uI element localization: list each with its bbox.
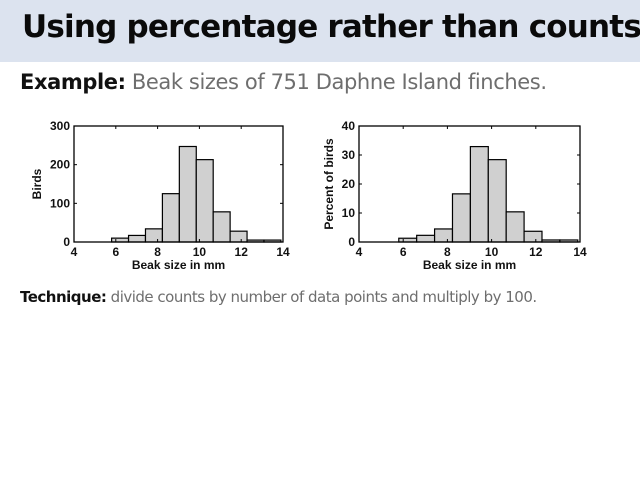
x-tick-label: 10: [485, 245, 499, 259]
y-tick-label: 40: [342, 119, 356, 133]
histogram-bar: [127, 234, 147, 243]
example-label: Example:: [20, 70, 126, 94]
histogram-bar: [178, 145, 197, 243]
y-axis-label: Birds: [30, 168, 44, 199]
x-tick-label: 14: [276, 245, 290, 259]
histogram-bar: [487, 159, 507, 243]
y-tick-label: 10: [342, 206, 356, 220]
histogram-bar: [469, 145, 489, 243]
histogram-bar: [433, 228, 454, 243]
x-tick-label: 12: [235, 245, 249, 259]
histogram-bar: [505, 211, 525, 243]
technique-label: Technique:: [20, 288, 107, 306]
slide-title: Using percentage rather than counts: [22, 9, 640, 45]
histogram-bar: [229, 230, 248, 243]
y-tick-label: 300: [50, 119, 70, 133]
title-banner: Using percentage rather than counts: [0, 0, 640, 62]
x-tick-label: 14: [573, 245, 587, 259]
y-tick-label: 20: [342, 177, 356, 191]
x-tick-label: 8: [444, 245, 451, 259]
x-tick-label: 10: [193, 245, 207, 259]
axes-frame: [73, 125, 284, 243]
x-tick-label: 4: [71, 245, 78, 259]
histogram-svg: 4 6 8 10 12 14 0 10 20 30 40 Beak size in mm Percent…: [322, 119, 587, 272]
histogram-bar: [523, 230, 543, 243]
x-tick-label: 6: [400, 245, 407, 259]
y-tick-label: 0: [348, 235, 355, 249]
histogram-bar: [195, 159, 214, 243]
example-line: Example: Beak sizes of 751 Daphne Island…: [20, 70, 547, 94]
histogram-bar: [161, 193, 180, 243]
counts-histogram: 4 6 8 10 12 14 0 100 200 300 Beak size in mm Birds: [0, 110, 320, 280]
y-tick-label: 100: [50, 196, 70, 210]
x-tick-label: 12: [529, 245, 543, 259]
x-tick-label: 8: [154, 245, 161, 259]
x-tick-label: 4: [356, 245, 363, 259]
y-tick-label: 0: [63, 235, 70, 249]
y-tick-label: 30: [342, 148, 356, 162]
x-axis-label: Beak size in mm: [423, 258, 516, 272]
histogram-bar: [416, 234, 436, 243]
histogram-bar: [451, 193, 471, 243]
x-axis-label: Beak size in mm: [132, 258, 225, 272]
technique-text: divide counts by number of data points a…: [106, 288, 537, 306]
y-axis-label: Percent of birds: [322, 138, 336, 230]
y-tick-label: 200: [50, 158, 70, 172]
percent-histogram: 4 6 8 10 12 14 0 10 20 30 40 Beak size in mm Percent…: [320, 110, 640, 280]
technique-line: Technique: divide counts by number of da…: [20, 288, 537, 306]
histogram-bar: [144, 228, 164, 243]
histogram-bar: [212, 211, 231, 243]
x-tick-label: 6: [112, 245, 119, 259]
example-text: Beak sizes of 751 Daphne Island finches.: [125, 70, 547, 94]
histogram-svg: 4 6 8 10 12 14 0 100 200 300 Beak size in mm Birds: [30, 119, 290, 272]
